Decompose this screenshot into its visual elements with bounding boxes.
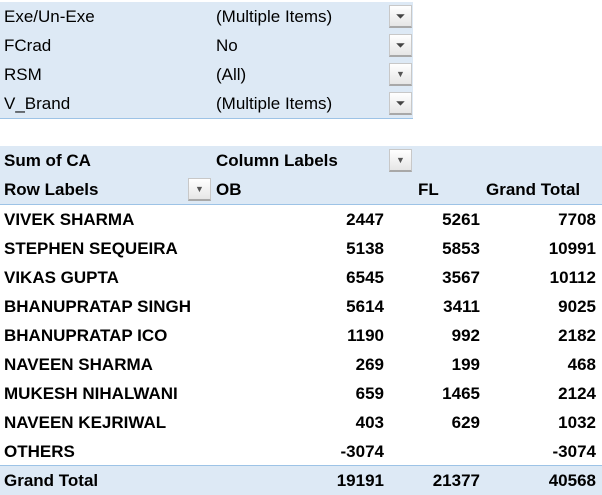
filter-field-name: V_Brand xyxy=(4,94,71,113)
filter-value: (All) xyxy=(216,65,247,84)
filter-field-name: RSM xyxy=(4,65,42,84)
row-label: BHANUPRATAP SINGH xyxy=(4,297,192,316)
row-label: Grand Total xyxy=(4,471,99,490)
table-row: VIKAS GUPTA 6545 3567 10112 xyxy=(0,263,602,292)
column-header-ob: OB xyxy=(216,180,242,199)
filter-field-name: Exe/Un-Exe xyxy=(4,7,95,26)
filter-value: (Multiple Items) xyxy=(216,7,333,26)
ob-value: -3074 xyxy=(340,442,384,461)
table-row: STEPHEN SEQUEIRA 5138 5853 10991 xyxy=(0,234,602,263)
grand-total-value: 9025 xyxy=(558,297,596,316)
fl-value: 5261 xyxy=(442,210,480,229)
filter-value: No xyxy=(216,36,238,55)
grand-total-value: 40568 xyxy=(548,471,596,490)
filter-row: V_Brand (Multiple Items) ⏷ xyxy=(0,89,413,118)
row-labels-header: Row Labels xyxy=(4,180,99,199)
value-field-label: Sum of CA xyxy=(4,151,91,170)
grand-total-value: -3074 xyxy=(552,442,596,461)
grand-total-value: 468 xyxy=(567,355,596,374)
fl-value xyxy=(400,437,480,466)
column-header-grand-total: Grand Total xyxy=(486,180,581,199)
table-row: BHANUPRATAP SINGH 5614 3411 9025 xyxy=(0,292,602,321)
row-label: MUKESH NIHALWANI xyxy=(4,384,178,403)
fl-value: 5853 xyxy=(442,239,480,258)
row-label: STEPHEN SEQUEIRA xyxy=(4,239,178,258)
table-row: OTHERS -3074 -3074 xyxy=(0,437,602,466)
filter-dropdown-icon[interactable]: ⏷ xyxy=(389,92,412,115)
ob-value: 5138 xyxy=(346,239,384,258)
fl-value: 992 xyxy=(451,326,480,345)
ob-value: 19191 xyxy=(336,471,384,490)
grand-total-value: 7708 xyxy=(558,210,596,229)
grand-total-value: 1032 xyxy=(558,413,596,432)
pivot-header-row-2: Row Labels ▼ OB FL Grand Total xyxy=(0,175,602,204)
table-row: BHANUPRATAP ICO 1190 992 2182 xyxy=(0,321,602,350)
fl-value: 1465 xyxy=(442,384,480,403)
filter-field-name: FCrad xyxy=(4,36,52,55)
dropdown-arrow-icon[interactable]: ▼ xyxy=(389,63,412,86)
grand-total-value: 2124 xyxy=(558,384,596,403)
filter-row: RSM (All) ▼ xyxy=(0,60,413,89)
ob-value: 659 xyxy=(355,384,384,403)
grand-total-row: Grand Total 19191 21377 40568 xyxy=(0,465,602,495)
ob-value: 1190 xyxy=(347,326,384,345)
ob-value: 403 xyxy=(355,413,384,432)
table-row: VIVEK SHARMA 2447 5261 7708 xyxy=(0,205,602,234)
grand-total-value: 2182 xyxy=(558,326,596,345)
filter-value: (Multiple Items) xyxy=(216,94,333,113)
fl-value: 3411 xyxy=(443,297,480,316)
row-label: VIKAS GUPTA xyxy=(4,268,119,287)
ob-value: 6545 xyxy=(346,268,384,287)
ob-value: 5614 xyxy=(346,297,384,316)
column-header-fl: FL xyxy=(418,180,439,199)
table-row: MUKESH NIHALWANI 659 1465 2124 xyxy=(0,379,602,408)
fl-value: 199 xyxy=(451,355,480,374)
report-filter-area xyxy=(0,2,413,119)
fl-value: 629 xyxy=(451,413,480,432)
fl-value: 3567 xyxy=(442,268,480,287)
row-label: NAVEEN SHARMA xyxy=(4,355,153,374)
table-row: NAVEEN SHARMA 269 199 468 xyxy=(0,350,602,379)
row-labels-dropdown-icon[interactable]: ▼ xyxy=(188,178,211,201)
grand-total-value: 10112 xyxy=(549,268,596,287)
ob-value: 2447 xyxy=(346,210,384,229)
column-labels-dropdown-icon[interactable]: ▼ xyxy=(389,149,412,172)
filter-dropdown-icon[interactable]: ⏷ xyxy=(389,5,412,28)
row-label: NAVEEN KEJRIWAL xyxy=(4,413,167,432)
filter-dropdown-icon[interactable]: ⏷ xyxy=(389,34,412,57)
filter-row: FCrad No ⏷ xyxy=(0,31,413,60)
filter-row: Exe/Un-Exe (Multiple Items) ⏷ xyxy=(0,2,413,31)
ob-value: 269 xyxy=(355,355,384,374)
row-label: VIVEK SHARMA xyxy=(4,210,135,229)
row-label: BHANUPRATAP ICO xyxy=(4,326,168,345)
row-label: OTHERS xyxy=(4,442,75,461)
fl-value: 21377 xyxy=(432,471,480,490)
pivot-header-row-1: Sum of CA Column Labels ▼ xyxy=(0,146,602,175)
pivot-header xyxy=(0,146,602,205)
table-row: NAVEEN KEJRIWAL 403 629 1032 xyxy=(0,408,602,437)
grand-total-value: 10991 xyxy=(548,239,596,258)
column-labels-header: Column Labels xyxy=(216,151,338,170)
